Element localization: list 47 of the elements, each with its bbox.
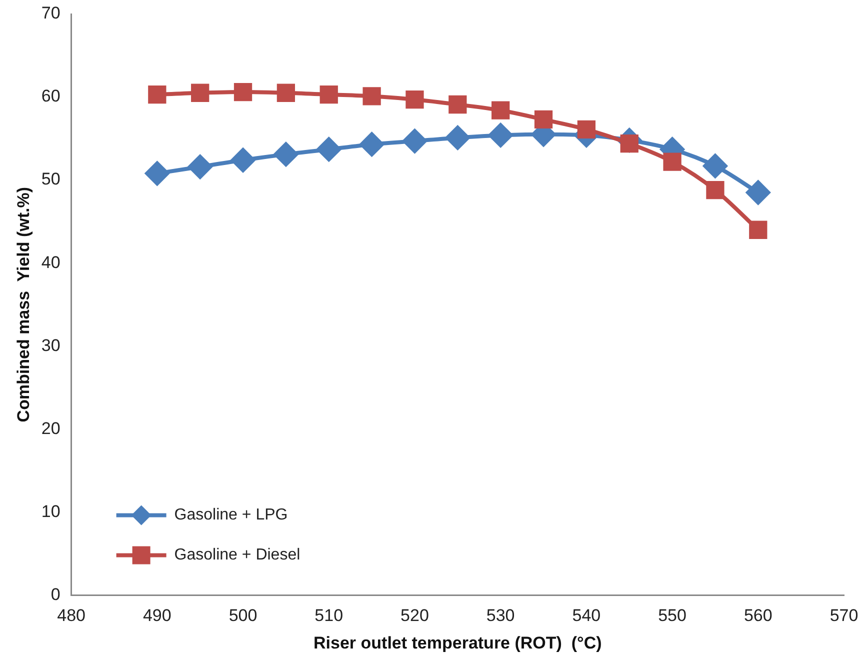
x-tick-label: 510: [314, 606, 344, 626]
point: [402, 129, 427, 154]
point: [534, 110, 553, 129]
x-tick-label: 560: [744, 606, 772, 626]
x-tick-label: 480: [57, 606, 86, 626]
x-tick-label: 540: [572, 606, 601, 626]
y-tick-label: 70: [41, 4, 60, 23]
y-tick-label: 30: [41, 336, 60, 355]
point: [492, 101, 510, 120]
x-tick-label: 520: [400, 606, 429, 626]
y-axis-title: Combined mass Yield (wt.%): [14, 186, 33, 422]
point: [362, 87, 381, 106]
point: [188, 154, 212, 179]
point: [406, 90, 424, 109]
point: [234, 82, 252, 102]
y-tick-label: 10: [41, 502, 60, 521]
y-tick-label: 60: [41, 86, 60, 106]
point: [276, 84, 296, 102]
x-tick-label: 550: [658, 606, 686, 626]
point: [446, 126, 470, 150]
point: [448, 95, 467, 114]
y-tick-label: 20: [41, 418, 60, 438]
point: [663, 152, 682, 171]
legend-label: Gasoline + LPG: [174, 506, 288, 524]
point: [316, 137, 341, 162]
legend-label: Gasoline + Diesel: [174, 546, 300, 564]
x-tick-label: 500: [228, 606, 258, 626]
point: [231, 148, 256, 172]
point: [320, 85, 338, 104]
point: [488, 123, 513, 148]
y-tick-label: 40: [41, 252, 60, 272]
point: [706, 180, 724, 200]
x-tick-label: 490: [142, 606, 172, 626]
point: [145, 161, 170, 186]
point: [746, 180, 770, 205]
y-tick-label: 50: [41, 170, 60, 189]
point: [274, 142, 298, 166]
x-tick-label: 570: [830, 606, 858, 626]
point: [749, 220, 768, 239]
y-tick-label: 0: [50, 584, 60, 604]
point: [148, 85, 166, 104]
point: [577, 120, 596, 138]
x-tick-label: 530: [486, 606, 515, 626]
point: [191, 84, 210, 102]
x-axis-title: Riser outlet temperature (ROT) (°C): [314, 633, 602, 652]
point: [360, 132, 384, 156]
point: [703, 154, 728, 178]
